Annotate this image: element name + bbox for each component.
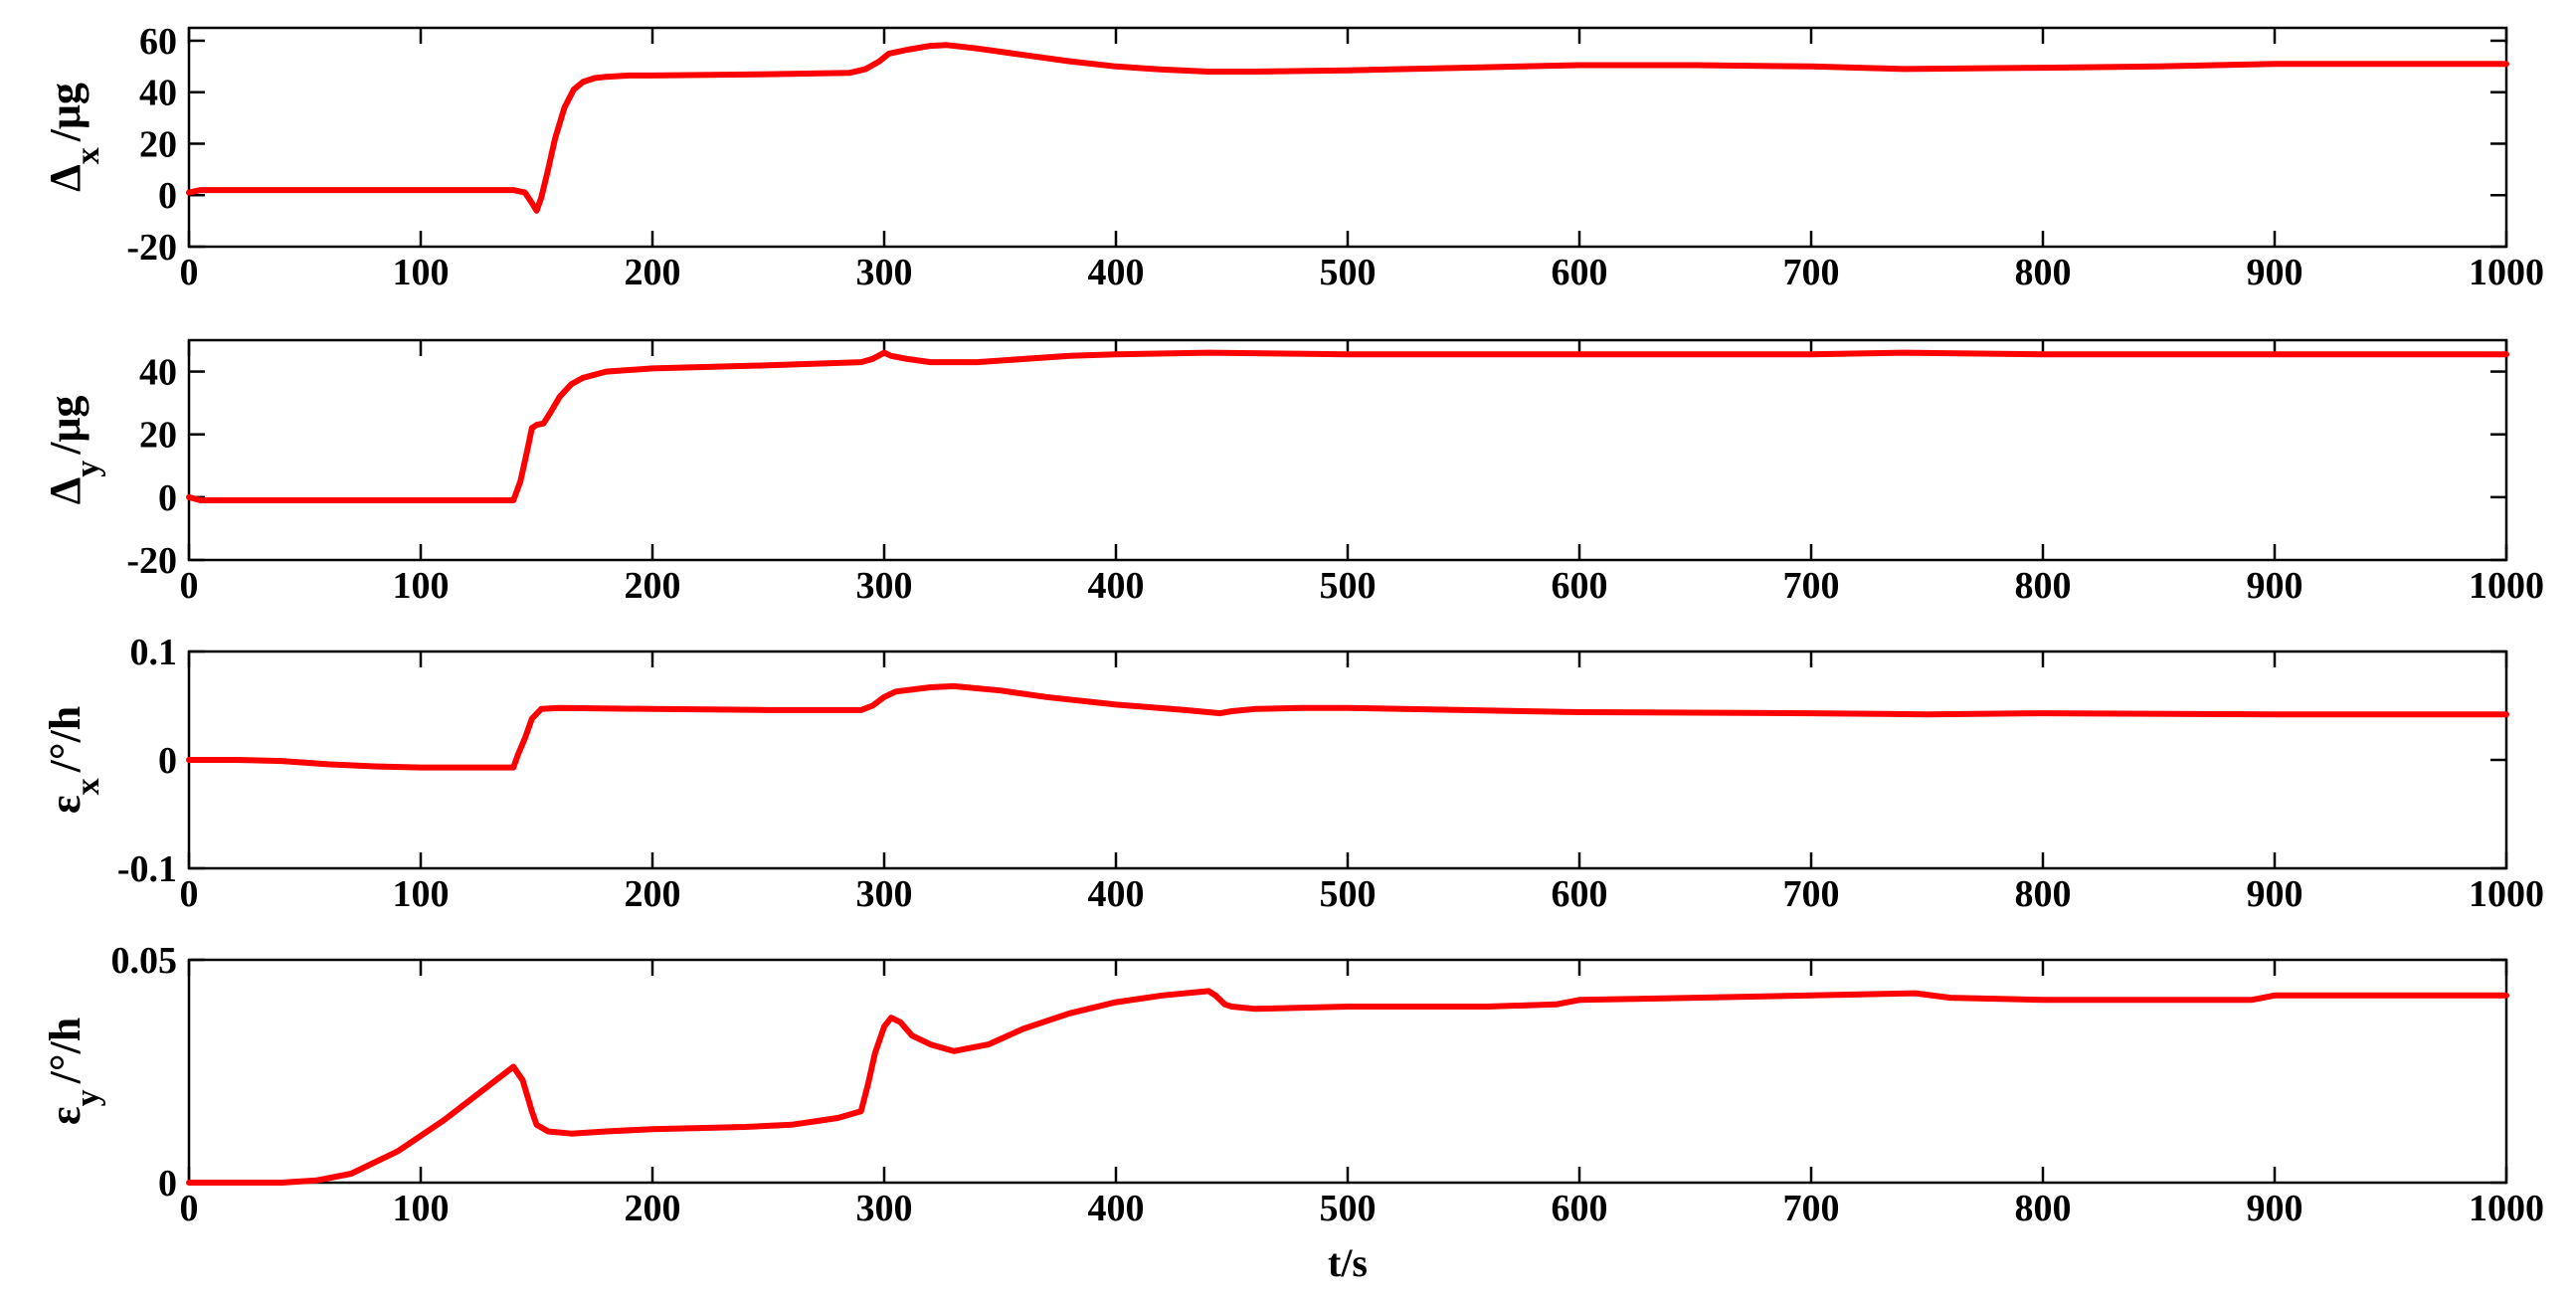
- x-tick-label: 100: [393, 1188, 450, 1229]
- x-tick-label: 800: [2015, 1188, 2072, 1229]
- x-tick-label: 1000: [2469, 565, 2544, 607]
- y-tick-label: 40: [139, 352, 177, 394]
- subplot-1: 0 100 200 300 400 500 600 700 800 900 1000-2002040…: [41, 21, 2544, 293]
- series-line: [186, 988, 2509, 1186]
- subplot-4: 0 100 200 300 400 500 600 700 800 900 1000 0 0.05εy/…: [41, 940, 2544, 1229]
- x-tick-label: 200: [625, 252, 681, 293]
- y-axis-label: εy/°/h: [41, 1018, 106, 1125]
- x-tick-label: 400: [1088, 252, 1145, 293]
- x-tick-label: 300: [856, 252, 913, 293]
- x-tick-label: 1000: [2469, 1188, 2544, 1229]
- subplot-2: 0 100 200 300 400 500 600 700 800 900 1000-2002040…: [41, 338, 2544, 607]
- x-tick-label: 1000: [2469, 873, 2544, 915]
- y-axis-label: Δy/μg: [41, 396, 106, 505]
- x-tick-label: 0: [180, 873, 199, 915]
- x-tick-label: 900: [2247, 1188, 2303, 1229]
- x-tick-label: 800: [2015, 873, 2072, 915]
- x-axis-label: t/s: [1328, 1240, 1368, 1285]
- x-tick-label: 300: [856, 873, 913, 915]
- x-tick-label: 600: [1552, 873, 1608, 915]
- x-tick-label: 900: [2247, 565, 2303, 607]
- x-tick-label: 200: [625, 1188, 681, 1229]
- y-tick-label: 60: [139, 21, 177, 63]
- x-tick-label: 900: [2247, 252, 2303, 293]
- x-tick-label: 400: [1088, 1188, 1145, 1229]
- axes-frame: [187, 958, 2508, 1185]
- x-tick-label: 400: [1088, 565, 1145, 607]
- x-tick-label: 900: [2247, 873, 2303, 915]
- y-tick-label: 0: [158, 1163, 177, 1205]
- x-tick-label: 800: [2015, 252, 2072, 293]
- x-tick-label: 0: [180, 252, 199, 293]
- y-tick-label: 0.05: [111, 940, 178, 982]
- series-line: [186, 349, 2509, 503]
- x-tick-label: 600: [1552, 252, 1608, 293]
- x-tick-label: 400: [1088, 873, 1145, 915]
- axes-frame: [187, 650, 2508, 870]
- x-tick-label: 300: [856, 565, 913, 607]
- x-tick-label: 1000: [2469, 252, 2544, 293]
- y-tick-label: 0: [158, 740, 177, 782]
- x-tick-label: 700: [1783, 873, 1840, 915]
- subplot-3: 0 100 200 300 400 500 600 700 800 900 1000-0.100.1…: [41, 632, 2544, 915]
- x-tick-label: 100: [393, 565, 450, 607]
- y-tick-label: -0.1: [117, 848, 177, 890]
- x-tick-label: 500: [1320, 1188, 1377, 1229]
- series-line: [186, 682, 2509, 771]
- x-tick-label: 500: [1320, 565, 1377, 607]
- x-tick-label: 700: [1783, 1188, 1840, 1229]
- series-line: [186, 42, 2509, 214]
- subplots: 0 100 200 300 400 500 600 700 800 900 1000-2002040…: [41, 21, 2544, 1229]
- x-tick-label: 500: [1320, 873, 1377, 915]
- x-tick-label: 200: [625, 565, 681, 607]
- x-tick-label: 200: [625, 873, 681, 915]
- y-axis-label: εx/°/h: [41, 706, 106, 814]
- x-tick-label: 800: [2015, 565, 2072, 607]
- y-tick-label: 20: [139, 415, 177, 457]
- y-tick-label: 0: [158, 477, 177, 519]
- x-tick-label: 0: [180, 1188, 199, 1229]
- x-tick-label: 100: [393, 873, 450, 915]
- y-tick-label: -20: [126, 227, 177, 269]
- y-tick-label: 0: [158, 175, 177, 217]
- x-tick-label: 600: [1552, 1188, 1608, 1229]
- x-tick-label: 300: [856, 1188, 913, 1229]
- y-axis-label: Δx/μg: [41, 83, 106, 192]
- axes-frame: [187, 338, 2508, 562]
- x-tick-label: 600: [1552, 565, 1608, 607]
- y-tick-label: -20: [126, 540, 177, 582]
- x-tick-label: 100: [393, 252, 450, 293]
- y-tick-label: 40: [139, 73, 177, 114]
- axes-frame: [187, 26, 2508, 249]
- x-tick-label: 500: [1320, 252, 1377, 293]
- x-tick-label: 0: [180, 565, 199, 607]
- y-tick-label: 0.1: [130, 632, 178, 673]
- x-tick-label: 700: [1783, 565, 1840, 607]
- x-tick-label: 700: [1783, 252, 1840, 293]
- y-tick-label: 20: [139, 123, 177, 165]
